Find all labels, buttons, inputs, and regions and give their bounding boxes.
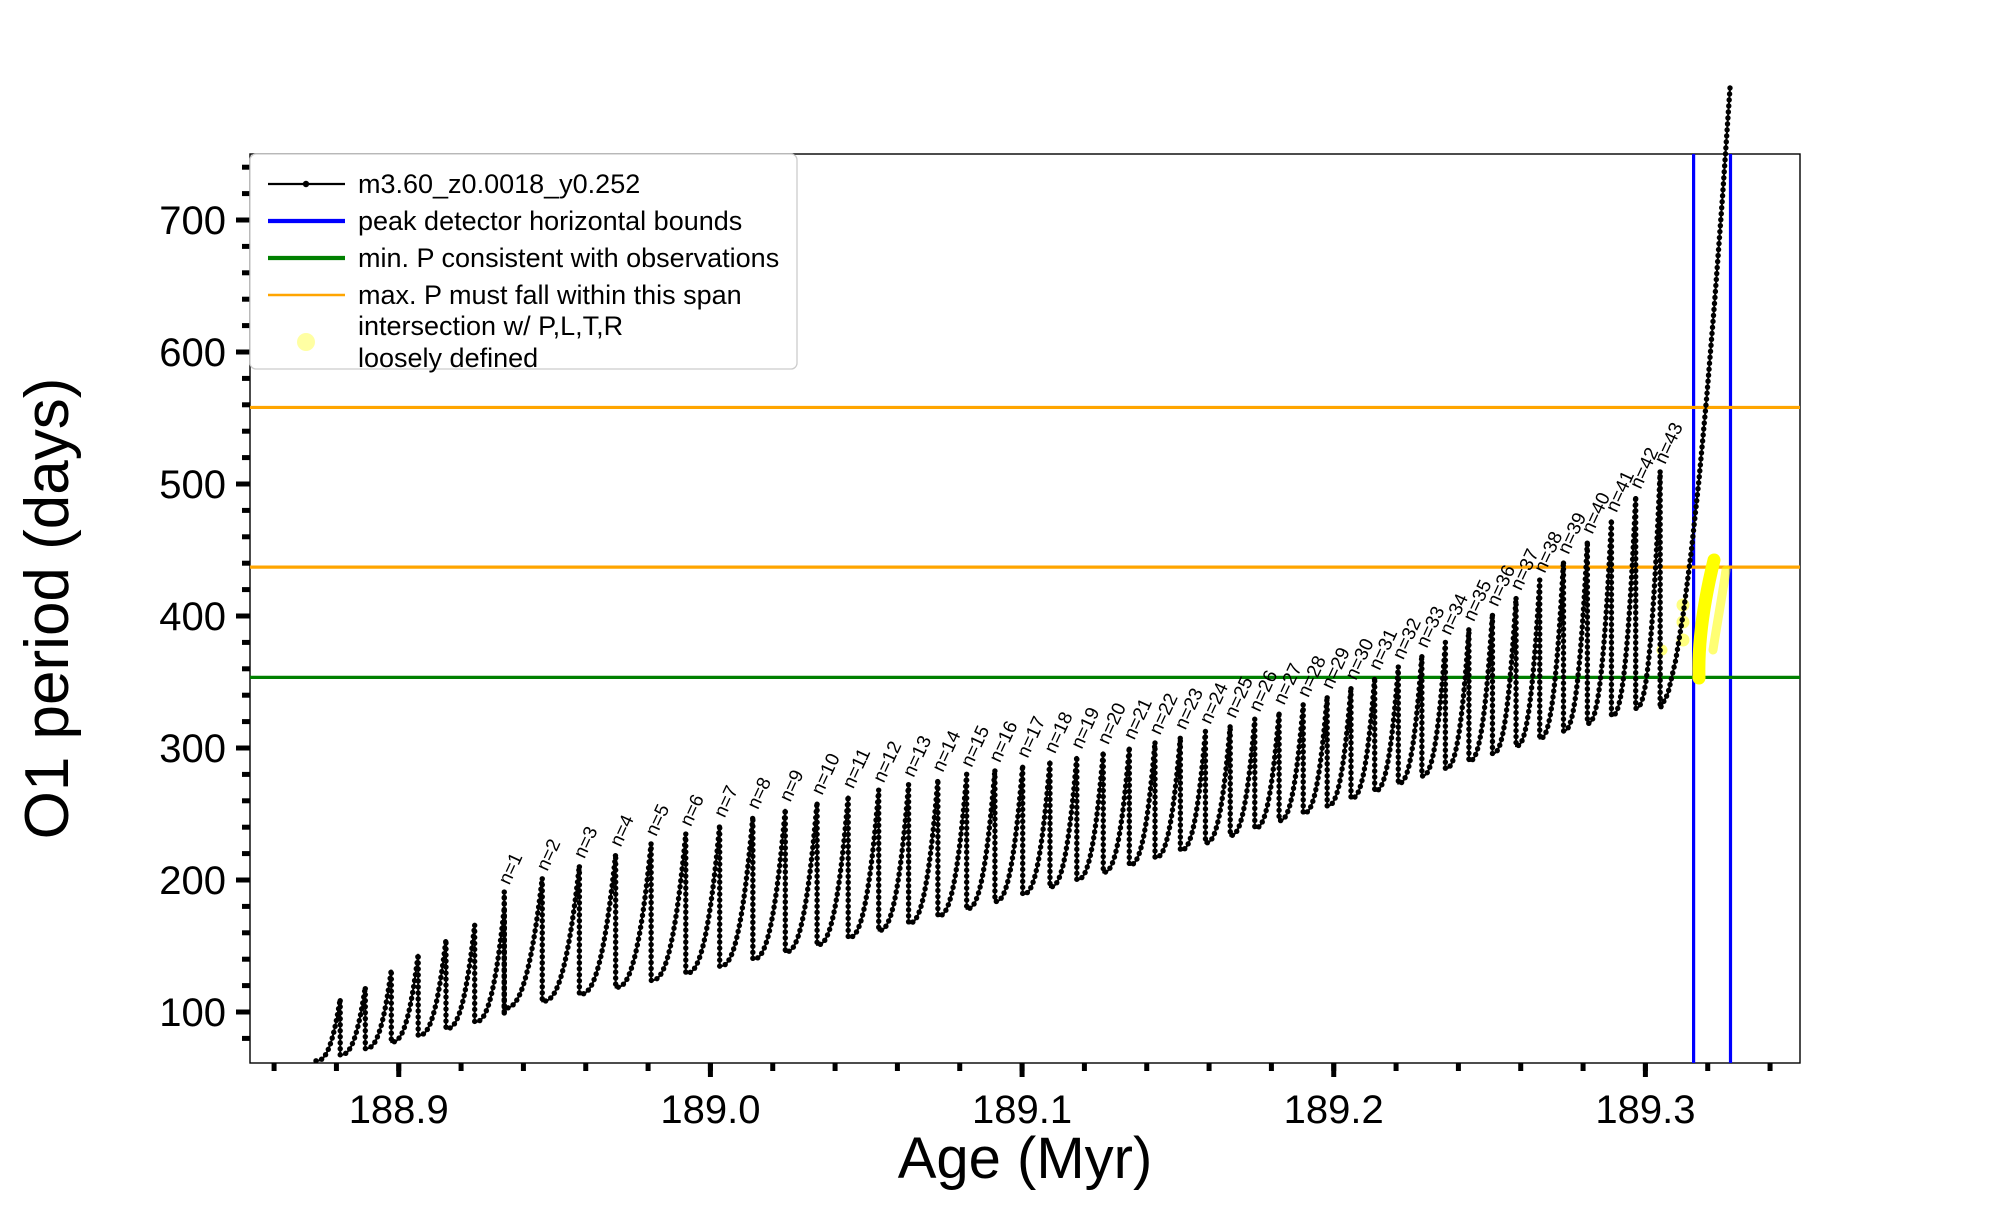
svg-text:100: 100 xyxy=(159,991,226,1035)
svg-text:400: 400 xyxy=(159,595,226,639)
svg-text:700: 700 xyxy=(159,199,226,243)
svg-text:Age (Myr): Age (Myr) xyxy=(898,1126,1153,1191)
svg-text:300: 300 xyxy=(159,727,226,771)
svg-text:peak detector horizontal bound: peak detector horizontal bounds xyxy=(358,206,742,236)
svg-text:max. P must fall within this s: max. P must fall within this span xyxy=(358,280,742,310)
svg-text:189.3: 189.3 xyxy=(1595,1088,1695,1132)
svg-text:500: 500 xyxy=(159,463,226,507)
svg-text:min. P consistent with observa: min. P consistent with observations xyxy=(358,243,779,273)
svg-text:189.0: 189.0 xyxy=(660,1088,760,1132)
svg-text:O1 period (days): O1 period (days) xyxy=(13,378,82,840)
svg-text:loosely defined: loosely defined xyxy=(358,343,538,373)
svg-text:189.2: 189.2 xyxy=(1284,1088,1384,1132)
svg-text:188.9: 188.9 xyxy=(349,1088,449,1132)
svg-text:200: 200 xyxy=(159,859,226,903)
svg-text:intersection w/ P,L,T,R: intersection w/ P,L,T,R xyxy=(358,311,623,341)
svg-text:600: 600 xyxy=(159,331,226,375)
svg-text:m3.60_z0.0018_y0.252: m3.60_z0.0018_y0.252 xyxy=(358,169,640,199)
